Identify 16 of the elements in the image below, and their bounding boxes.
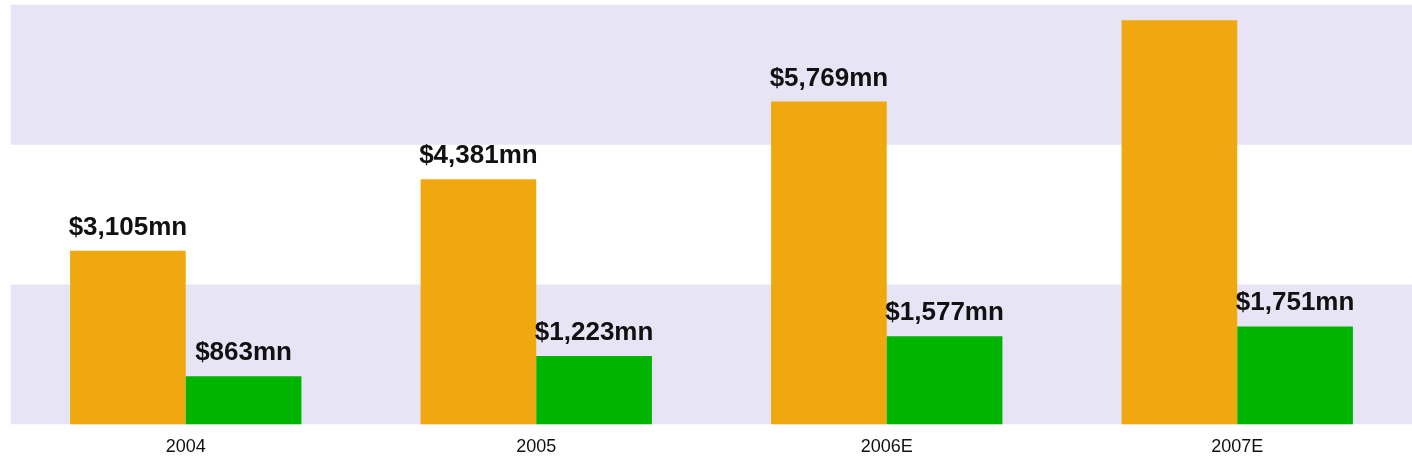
bar bbox=[1237, 326, 1353, 425]
bar bbox=[886, 336, 1003, 425]
x-tick-label: 2004 bbox=[165, 435, 206, 456]
x-tick-label: 2006E bbox=[860, 435, 913, 456]
x-tick-label: 2007E bbox=[1211, 435, 1264, 456]
bar bbox=[420, 179, 537, 425]
data-label: $4,381mn bbox=[419, 139, 538, 170]
x-tick-label: 2005 bbox=[516, 435, 557, 456]
bar bbox=[185, 376, 302, 425]
bar bbox=[536, 356, 652, 425]
data-label: $3,105mn bbox=[68, 210, 188, 241]
bar bbox=[70, 250, 186, 425]
data-label: $5,769mn bbox=[769, 61, 889, 92]
bar bbox=[771, 101, 887, 425]
bar bbox=[1121, 20, 1238, 425]
data-label: $863mn bbox=[195, 336, 293, 367]
